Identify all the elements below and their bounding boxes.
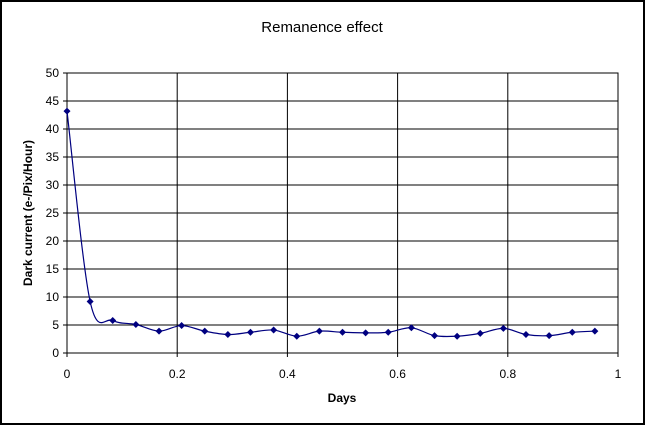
- data-point-marker: [270, 326, 278, 334]
- y-tick-label: 10: [46, 290, 60, 304]
- data-point-marker: [545, 332, 553, 340]
- y-axis-title: Dark current (e-/Pix/Hour): [21, 140, 35, 286]
- data-point-marker: [132, 320, 140, 328]
- data-point-marker: [155, 327, 163, 335]
- x-gridlines: [66, 73, 619, 357]
- x-tick-label: 0: [64, 367, 71, 381]
- y-gridlines: [63, 72, 618, 354]
- y-tick-label: 0: [52, 346, 59, 360]
- data-point-marker: [407, 324, 415, 332]
- y-tick-label: 40: [46, 122, 60, 136]
- x-tick-label: 0.2: [169, 367, 186, 381]
- data-point-marker: [224, 331, 232, 339]
- data-point-marker: [63, 107, 71, 115]
- data-point-marker: [431, 332, 439, 340]
- y-axis-tick-labels: 0 5 10 15 20 25 30 35 40 45 50: [46, 66, 60, 360]
- data-point-marker: [109, 317, 117, 325]
- data-point-marker: [499, 324, 507, 332]
- chart-title: Remanence effect: [261, 19, 383, 36]
- x-axis-tick-labels: 0 0.2 0.4 0.6 0.8 1: [64, 367, 622, 381]
- y-tick-label: 45: [46, 94, 60, 108]
- data-point-marker: [476, 329, 484, 337]
- x-tick-label: 0.8: [499, 367, 516, 381]
- y-tick-label: 25: [46, 206, 60, 220]
- data-point-marker: [86, 297, 94, 305]
- data-point-marker: [246, 328, 254, 336]
- data-point-marker: [568, 328, 576, 336]
- series-markers: [63, 107, 599, 340]
- data-point-marker: [339, 328, 346, 336]
- data-point-marker: [384, 328, 392, 336]
- data-point-marker: [591, 327, 599, 335]
- data-point-marker: [178, 322, 186, 330]
- x-tick-label: 1: [615, 367, 622, 381]
- data-point-marker: [201, 327, 209, 335]
- x-tick-label: 0.6: [389, 367, 406, 381]
- y-tick-label: 20: [46, 234, 60, 248]
- data-point-marker: [453, 332, 461, 340]
- y-tick-label: 50: [46, 66, 60, 80]
- x-tick-label: 0.4: [279, 367, 296, 381]
- y-tick-label: 5: [52, 318, 59, 332]
- data-point-marker: [522, 331, 530, 339]
- data-point-marker: [315, 327, 323, 335]
- x-axis-title: Days: [328, 391, 357, 405]
- y-tick-label: 35: [46, 150, 60, 164]
- data-point-marker: [293, 332, 301, 340]
- data-point-marker: [362, 329, 370, 337]
- y-tick-label: 30: [46, 178, 60, 192]
- y-tick-label: 15: [46, 262, 60, 276]
